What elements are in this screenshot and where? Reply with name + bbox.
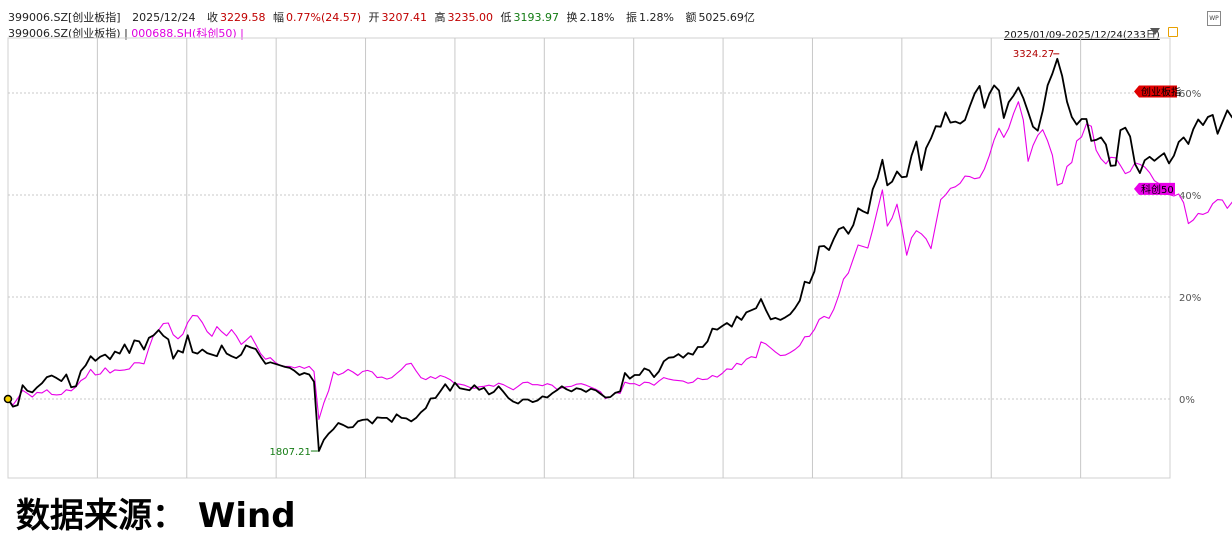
quote-header: 399006.SZ[创业板指] 2025/12/24 收 3229.58 幅 0.7… [8, 9, 763, 25]
end-tag-gem-label: 创业板指 [1141, 85, 1181, 98]
date-range-selector[interactable]: 2025/01/09-2025/12/24(233日) [1004, 30, 1160, 41]
amp-value: 0.77%(24.57) [286, 11, 362, 24]
wp-icon[interactable]: WP [1207, 11, 1221, 26]
y-tick-label: 20% [1179, 293, 1201, 304]
end-tag-star [1134, 182, 1175, 195]
max-annotation: 3324.27 [1013, 49, 1054, 60]
end-tag-gem [1134, 85, 1177, 98]
start-marker [3, 394, 13, 404]
close-label: 收 [207, 11, 218, 24]
swing-value: 1.28% [638, 11, 674, 24]
close-value: 3229.58 [220, 11, 266, 24]
quote-date: 2025/12/24 [132, 11, 196, 24]
series-line-star [7, 101, 1232, 420]
y-tick-label: 0% [1179, 395, 1195, 406]
high-value: 3235.00 [447, 11, 494, 24]
turnover-value: 2.18% [579, 11, 615, 24]
swing-label: 振 [625, 11, 637, 24]
low-label: 低 [500, 11, 512, 24]
amp-label: 幅 [273, 11, 284, 24]
turnover-label: 换 [566, 11, 578, 24]
high-label: 高 [434, 11, 446, 24]
open-label: 开 [368, 11, 380, 24]
low-value: 3193.97 [513, 11, 560, 24]
min-annotation: 1807.21 [270, 447, 311, 458]
y-tick-label: 40% [1179, 191, 1201, 202]
series-legend: 399006.SZ(创业板指) | 000688.SH(科创50) | [8, 25, 244, 41]
lock-icon[interactable] [1168, 27, 1178, 37]
legend-series-gem[interactable]: 399006.SZ(创业板指) | [8, 27, 128, 40]
end-tag-star-label: 科创50 [1141, 183, 1174, 196]
chevron-down-icon[interactable] [1150, 28, 1160, 35]
amount-label: 额 [685, 11, 697, 24]
y-tick-label: 60% [1179, 89, 1201, 100]
amount-value: 5025.69亿 [698, 11, 755, 24]
legend-series-star[interactable]: 000688.SH(科创50) | [131, 27, 244, 40]
plot-frame [7, 37, 1171, 479]
open-value: 3207.41 [381, 11, 428, 24]
data-source-caption: 数据来源： Wind [16, 496, 296, 536]
series-line-gem [7, 57, 1232, 452]
index-code: 399006.SZ[创业板指] [8, 11, 121, 24]
